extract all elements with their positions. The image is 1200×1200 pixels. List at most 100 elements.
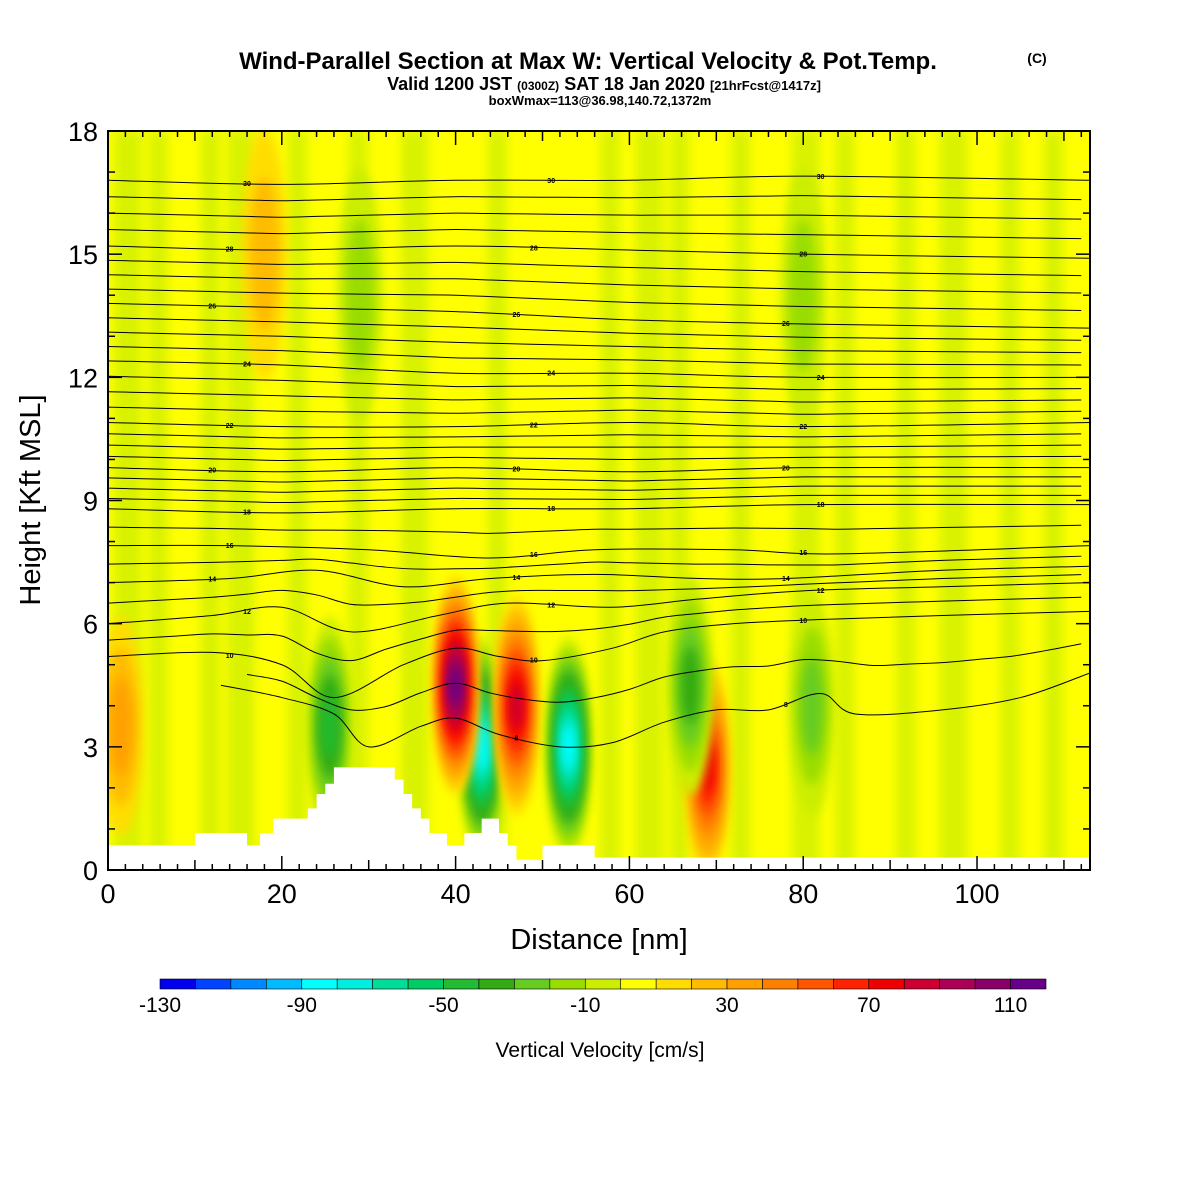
colorbar: [159, 978, 1047, 990]
weak-downdraft-streak: [731, 131, 751, 870]
colorbar-swatch: [230, 978, 267, 990]
weak-downdraft-streak: [896, 131, 916, 870]
velocity-feature: [241, 131, 288, 381]
contour-label: 30: [547, 178, 555, 185]
weak-downdraft-streak: [1043, 131, 1064, 870]
contour-label: 18: [817, 502, 825, 509]
valid-time-line: Valid 1200 JST (0300Z) SAT 18 Jan 2020 […: [387, 74, 821, 94]
theta-contour: [108, 544, 1090, 559]
contour-label: 18: [547, 506, 555, 513]
theta-contour: [108, 485, 1082, 493]
velocity-level-shape: [681, 646, 700, 724]
y-tick-label: 0: [83, 856, 98, 886]
contour-label: 28: [530, 245, 538, 252]
colorbar-swatch: [478, 978, 515, 990]
velocity-level-shape: [800, 657, 823, 755]
contour-label: 16: [530, 552, 538, 559]
theta-contour: [108, 476, 1082, 483]
x-tick-label: 20: [267, 879, 297, 909]
colorbar-swatch: [762, 978, 799, 990]
contour-label: 10: [530, 657, 538, 664]
plot-area: 8 8 10 10 10 12 12 12 14 14 14 16 16 16 18 18 18 20 20 20 22…: [108, 131, 1090, 870]
colorbar-tick-label: 70: [857, 994, 880, 1017]
colorbar-swatch: [336, 978, 373, 990]
colorbar-swatch: [903, 978, 940, 990]
valid-date: SAT 18 Jan 2020: [564, 74, 705, 94]
velocity-level-shape: [476, 726, 487, 767]
theta-contour: [108, 375, 1082, 391]
contour-label: 24: [243, 362, 251, 369]
theta-contour: [108, 245, 1090, 259]
y-tick-label: 12: [68, 363, 98, 393]
contour-label: 20: [208, 468, 216, 475]
weak-downdraft-streak: [939, 131, 968, 870]
colorbar-swatch: [514, 978, 551, 990]
contour-label: 12: [547, 602, 555, 609]
colorbar-tick-labels: -130 -90 -50 -10 30 70 110: [139, 994, 1027, 1017]
velocity-feature: [789, 596, 835, 816]
forecast-info: [21hrFcst@1417z]: [710, 78, 821, 93]
y-tick-label: 3: [83, 733, 98, 763]
theta-contour: [108, 455, 1082, 461]
theta-contour: [108, 346, 1082, 366]
theta-contour: [108, 259, 1082, 277]
contour-label: 16: [226, 543, 234, 550]
x-tick-label: 40: [441, 879, 471, 909]
x-tick-label: 80: [788, 879, 818, 909]
colorbar-tick-label: -90: [287, 994, 317, 1017]
velocity-level-shape: [345, 218, 375, 373]
theta-contour: [108, 212, 1082, 220]
theta-contour: [108, 288, 1082, 311]
contour-label: 28: [799, 252, 807, 259]
velocity-level-shape: [110, 677, 132, 776]
velocity-feature: [108, 616, 144, 837]
theta-contour: [108, 555, 1082, 570]
theta-contour: [246, 643, 1082, 711]
x-tick-label: 100: [954, 879, 999, 909]
theta-contour: [108, 302, 1090, 329]
colorbar-swatch: [301, 978, 338, 990]
weak-downdraft-streak: [835, 131, 855, 870]
contour-label: 30: [243, 181, 251, 188]
theta-contour: [220, 672, 1090, 748]
colorbar-swatch: [584, 978, 622, 990]
contour-label: 30: [817, 174, 825, 181]
contour-label: 24: [547, 371, 555, 378]
colorbar-swatch: [868, 978, 905, 990]
x-axis-label: Distance [nm]: [510, 924, 687, 956]
contour-label: 22: [799, 424, 807, 431]
colorbar-swatch: [974, 978, 1011, 990]
colorbar-swatch: [797, 978, 834, 990]
vertical-velocity-features: [108, 131, 835, 870]
y-tick-label: 18: [68, 117, 98, 147]
contour-label: 16: [799, 550, 807, 557]
theta-contour: [108, 444, 1082, 450]
velocity-feature: [667, 575, 714, 795]
colorbar-tick-label: -130: [139, 994, 181, 1017]
theta-contour: [108, 565, 1090, 588]
colorbar-swatch: [620, 978, 657, 990]
contour-label: 8: [784, 702, 788, 709]
colorbar-swatch: [159, 978, 196, 990]
y-tick-label: 6: [83, 610, 98, 640]
colorbar-swatch: [939, 978, 976, 990]
contour-label: 8: [514, 736, 518, 743]
theta-contour: [108, 582, 1090, 633]
valid-time-jst: Valid 1200 JST: [387, 74, 512, 94]
box-wmax-line: boxWmax=113@36.98,140.72,1372m: [489, 93, 712, 108]
colorbar-title: Vertical Velocity [cm/s]: [496, 1039, 705, 1062]
colorbar-swatch: [691, 978, 728, 990]
contour-label: 26: [208, 303, 216, 310]
contour-label: 20: [782, 466, 790, 473]
copyright-mark: (C): [1027, 50, 1046, 66]
theta-contour: [108, 317, 1082, 341]
velocity-level-shape: [788, 218, 818, 373]
colorbar-tick-label: 30: [715, 994, 738, 1017]
colorbar-swatch: [407, 978, 444, 990]
contour-label: 12: [817, 588, 825, 595]
weak-downdraft-streak: [600, 131, 620, 870]
colorbar-swatch: [443, 978, 480, 990]
y-axis-ticks: 0 3 6 9 12 15 18: [68, 117, 1090, 886]
contour-label: 14: [208, 577, 216, 584]
theta-contour: [108, 421, 1090, 428]
